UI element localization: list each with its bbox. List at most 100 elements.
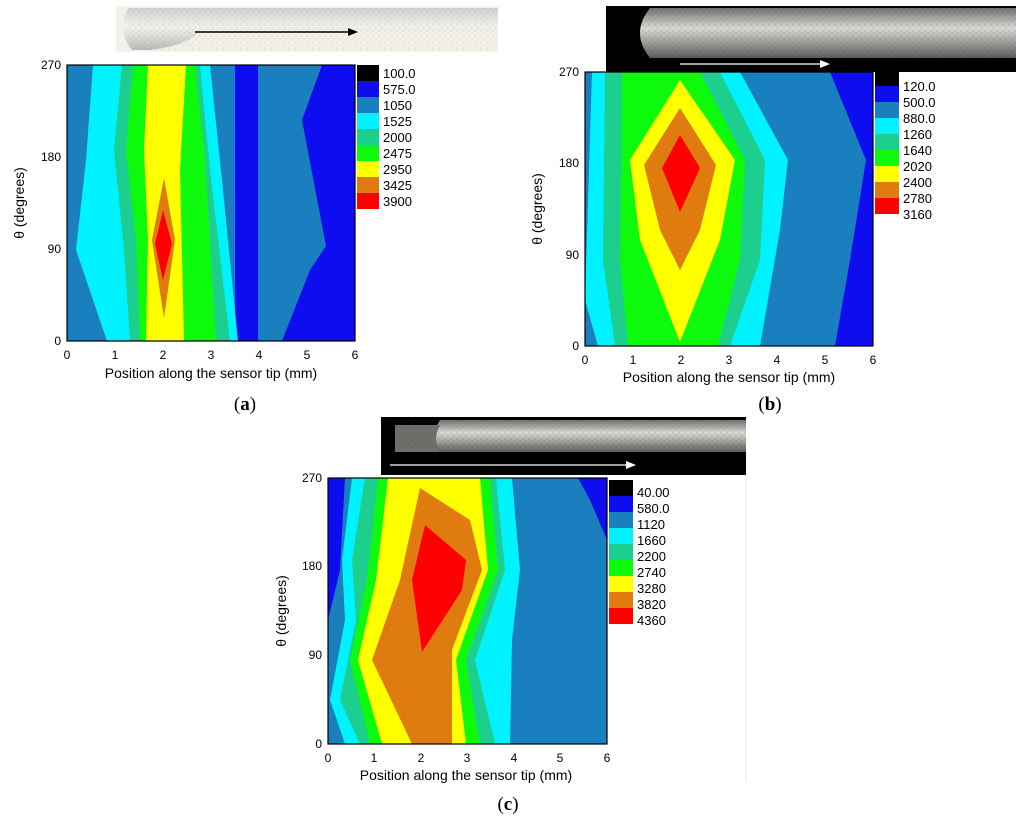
legend-label: 3900 (383, 194, 412, 209)
y-tick: 270 (41, 58, 61, 72)
panel-label-b: (b) (758, 394, 781, 415)
x-tick: 1 (371, 751, 378, 765)
legend-label: 2780 (903, 191, 932, 206)
legend-label: 4360 (637, 613, 666, 628)
x-tick: 6 (870, 353, 877, 367)
y-tick: 0 (572, 339, 579, 353)
panel-label-a: (a) (234, 394, 256, 415)
sensor-photo-b (606, 6, 1016, 72)
y-tick: 270 (559, 65, 579, 79)
legend-label: 500.0 (903, 95, 936, 110)
y-tick: 180 (559, 156, 579, 170)
legend-swatch (875, 182, 899, 198)
legend-label: 40.00 (637, 485, 670, 500)
panel-a: 0 1 2 3 4 5 6 Position along the sensor … (11, 6, 498, 415)
x-tick: 0 (582, 353, 589, 367)
x-tick: 2 (160, 348, 167, 362)
legend-label: 100.0 (383, 66, 416, 81)
legend-label: 3425 (383, 178, 412, 193)
legend-swatch (357, 81, 379, 97)
legend-swatch (875, 198, 899, 214)
sensor-photo-c (381, 417, 746, 475)
legend-swatch (357, 129, 379, 145)
legend-swatch (609, 528, 633, 544)
legend-label: 3280 (637, 581, 666, 596)
x-tick: 5 (557, 751, 564, 765)
legend-swatch (609, 512, 633, 528)
legend-swatch (875, 118, 899, 134)
legend-swatch (357, 113, 379, 129)
legend-b: 120.0 500.0 880.0 1260 1640 2020 2400 27… (875, 70, 936, 222)
legend-label: 3160 (903, 207, 932, 222)
legend-label: 1660 (637, 533, 666, 548)
x-tick: 5 (304, 348, 311, 362)
x-tick: 3 (464, 751, 471, 765)
x-tick: 0 (325, 751, 332, 765)
y-axis-label: θ (degrees) (529, 173, 545, 245)
legend-label: 1260 (903, 127, 932, 142)
y-axis-b: 0 90 180 270 θ (degrees) (529, 65, 579, 353)
legend-swatch (357, 177, 379, 193)
x-tick: 2 (418, 751, 425, 765)
y-tick: 0 (54, 334, 61, 348)
sensor-photo-a (116, 6, 498, 52)
legend-label: 2475 (383, 146, 412, 161)
x-tick: 5 (822, 353, 829, 367)
x-tick: 6 (352, 348, 359, 362)
y-tick: 90 (309, 648, 323, 662)
legend-swatch (875, 70, 899, 86)
legend-label: 880.0 (903, 111, 936, 126)
legend-swatch (875, 86, 899, 102)
x-axis-label: Position along the sensor tip (mm) (360, 767, 572, 783)
legend-swatch (609, 608, 633, 624)
y-tick: 270 (302, 471, 322, 485)
x-tick: 1 (630, 353, 637, 367)
x-tick: 1 (112, 348, 119, 362)
y-tick: 180 (41, 150, 61, 164)
legend-swatch (609, 480, 633, 496)
legend-label: 3820 (637, 597, 666, 612)
legend-a: 100.0 575.0 1050 1525 2000 2475 2950 342… (357, 65, 416, 209)
x-tick: 3 (726, 353, 733, 367)
legend-label: 2740 (637, 565, 666, 580)
contour-plot-b (584, 71, 874, 347)
panel-label-c: (c) (497, 794, 518, 815)
legend-swatch (357, 145, 379, 161)
x-tick: 4 (256, 348, 263, 362)
x-tick: 4 (511, 751, 518, 765)
x-axis-a: 0 1 2 3 4 5 6 Position along the sensor … (64, 348, 359, 381)
y-tick: 90 (48, 242, 62, 256)
contour-plot-c (327, 477, 608, 745)
legend-swatch (875, 134, 899, 150)
legend-swatch (875, 102, 899, 118)
legend-label: 580.0 (637, 501, 670, 516)
x-tick: 2 (678, 353, 685, 367)
legend-swatch (609, 576, 633, 592)
legend-swatch (609, 560, 633, 576)
legend-label: 2950 (383, 162, 412, 177)
legend-label: 2200 (637, 549, 666, 564)
x-axis-label: Position along the sensor tip (mm) (623, 369, 835, 385)
legend-label: 1525 (383, 114, 412, 129)
legend-swatch (357, 97, 379, 113)
x-axis-b: 0 1 2 3 4 5 6 Position along the sensor … (582, 353, 877, 385)
y-tick: 90 (566, 248, 580, 262)
y-axis-label: θ (degrees) (11, 167, 27, 239)
y-axis-label: θ (degrees) (273, 575, 289, 647)
y-axis-c: 0 90 180 270 θ (degrees) (273, 471, 322, 751)
panel-b: 0 1 2 3 4 5 6 Position along the sensor … (529, 6, 1016, 415)
legend-label: 2000 (383, 130, 412, 145)
x-axis-c: 0 1 2 3 4 5 6 Position along the sensor … (325, 751, 611, 783)
legend-swatch (875, 166, 899, 182)
x-tick: 6 (604, 751, 611, 765)
x-tick: 4 (774, 353, 781, 367)
legend-label: 1050 (383, 98, 412, 113)
panel-c: 0 1 2 3 4 5 6 Position along the sensor … (273, 417, 747, 815)
legend-swatch (357, 193, 379, 209)
legend-swatch (875, 150, 899, 166)
legend-swatch (357, 161, 379, 177)
legend-label: 2020 (903, 159, 932, 174)
legend-label: 1640 (903, 143, 932, 158)
contour-plot-a (66, 64, 356, 342)
